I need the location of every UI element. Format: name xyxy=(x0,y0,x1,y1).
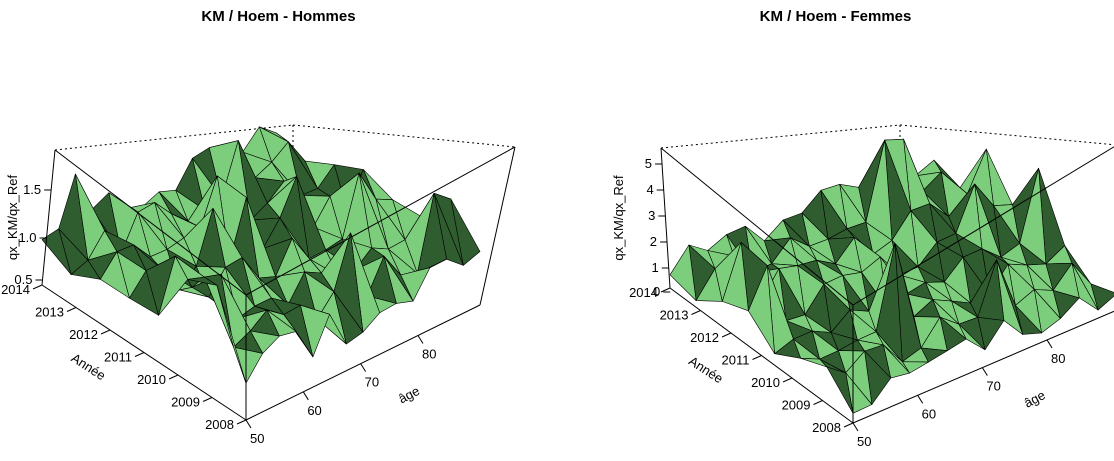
z-tick-label: 1.5 xyxy=(23,182,41,197)
surface-facet xyxy=(41,228,72,275)
age-tick-label: 80 xyxy=(422,346,436,361)
z-tick-label: 0 xyxy=(653,284,660,299)
surface-facet xyxy=(774,338,801,359)
box-back-edge xyxy=(292,124,516,148)
z-tick-label: 3 xyxy=(648,208,655,223)
z-tick-label: 1.0 xyxy=(18,230,36,245)
box-front-edge xyxy=(852,146,1114,306)
z-axis-title: qx_KM/qx_Ref xyxy=(5,174,20,260)
chart-title: KM / Hoem - Femmes xyxy=(759,8,912,25)
year-tick-label: 2009 xyxy=(782,398,811,413)
box-front-edge xyxy=(41,149,56,286)
year-tick xyxy=(32,284,43,290)
year-tick-label: 2013 xyxy=(660,308,689,323)
age-tick xyxy=(302,391,309,401)
surface-facet xyxy=(158,255,188,316)
box-front-edge xyxy=(54,149,247,296)
age-tick xyxy=(417,335,424,344)
surface-facet xyxy=(748,265,775,355)
year-tick xyxy=(202,397,213,402)
surface-facet xyxy=(216,284,247,384)
z-tick-label: 2 xyxy=(650,234,657,249)
year-tick xyxy=(752,355,762,360)
year-tick xyxy=(168,374,179,380)
age-tick-label: 60 xyxy=(922,406,936,421)
age-tick xyxy=(852,422,859,432)
surface-facet xyxy=(129,270,159,316)
age-axis-title: âge xyxy=(396,383,422,406)
age-tick-label: 80 xyxy=(1051,351,1065,366)
surface-facet xyxy=(826,366,854,414)
surface-facet xyxy=(695,268,723,302)
year-tick xyxy=(100,329,111,335)
age-tick xyxy=(981,367,988,376)
year-tick-label: 2011 xyxy=(722,353,750,368)
year-tick xyxy=(66,307,77,312)
surface-facet xyxy=(722,242,749,312)
year-tick xyxy=(134,352,145,357)
surface-facet xyxy=(800,357,828,368)
year-axis-title: Année xyxy=(686,353,726,386)
z-tick-label: 5 xyxy=(645,156,652,171)
age-tick-label: 50 xyxy=(250,431,264,446)
year-tick xyxy=(843,422,854,428)
year-tick xyxy=(782,377,793,383)
year-tick-label: 2008 xyxy=(205,417,234,432)
chart-femmes: KM / Hoem - Femmes 2008 2009 2010 2011 2012 2… xyxy=(557,0,1114,461)
year-tick-label: 2012 xyxy=(690,330,719,345)
year-tick-label: 2008 xyxy=(812,420,841,435)
year-tick-label: 2012 xyxy=(69,327,98,342)
age-tick-label: 50 xyxy=(857,434,871,449)
age-tick-label: 70 xyxy=(986,379,1000,394)
year-tick-label: 2014 xyxy=(1,282,30,297)
box-front-edge xyxy=(479,146,516,306)
year-tick-label: 2013 xyxy=(35,305,64,320)
z-axis-title: qx_KM/qx_Ref xyxy=(611,175,626,261)
box-front-edge xyxy=(852,310,1114,424)
surface-plot-hommes: 2008 2009 2010 2011 2012 2013 2014 50 60 70 80 0.5 1… xyxy=(1,124,516,446)
year-tick xyxy=(236,419,247,425)
year-tick-label: 2009 xyxy=(171,395,200,410)
year-tick xyxy=(721,332,732,338)
age-tick-label: 70 xyxy=(365,375,379,390)
surface-facet xyxy=(70,259,101,280)
age-tick xyxy=(360,363,367,372)
surface-facet xyxy=(669,244,697,301)
box-back-edge xyxy=(660,124,901,149)
box-front-edge xyxy=(660,147,854,306)
z-tick-label: 0.5 xyxy=(14,272,32,287)
surface-facet xyxy=(233,346,264,384)
chart-title: KM / Hoem - Hommes xyxy=(201,8,356,25)
age-tick xyxy=(245,419,252,429)
chart-hommes: KM / Hoem - Hommes 2008 2009 2010 2011 2012 2… xyxy=(1,8,516,446)
surface-facet xyxy=(100,251,130,299)
box-front-edge xyxy=(245,304,481,421)
year-tick xyxy=(691,310,701,315)
box-front-edge xyxy=(245,146,516,296)
age-axis-title: âge xyxy=(1021,387,1047,410)
surface-facet xyxy=(187,276,218,286)
box-front-edge xyxy=(660,147,671,289)
z-tick-label: 1 xyxy=(651,260,658,275)
year-tick xyxy=(660,287,671,293)
year-axis-title: Année xyxy=(69,350,109,383)
age-tick xyxy=(1046,339,1053,349)
year-tick xyxy=(813,400,823,405)
year-tick-label: 2011 xyxy=(104,350,132,365)
year-tick-label: 2010 xyxy=(137,372,166,387)
year-tick-label: 2014 xyxy=(629,285,658,300)
box-back-edge xyxy=(899,124,1114,146)
z-tick-label: 4 xyxy=(646,182,653,197)
age-tick-label: 60 xyxy=(307,403,321,418)
age-tick xyxy=(917,395,924,404)
year-tick-label: 2010 xyxy=(751,375,780,390)
